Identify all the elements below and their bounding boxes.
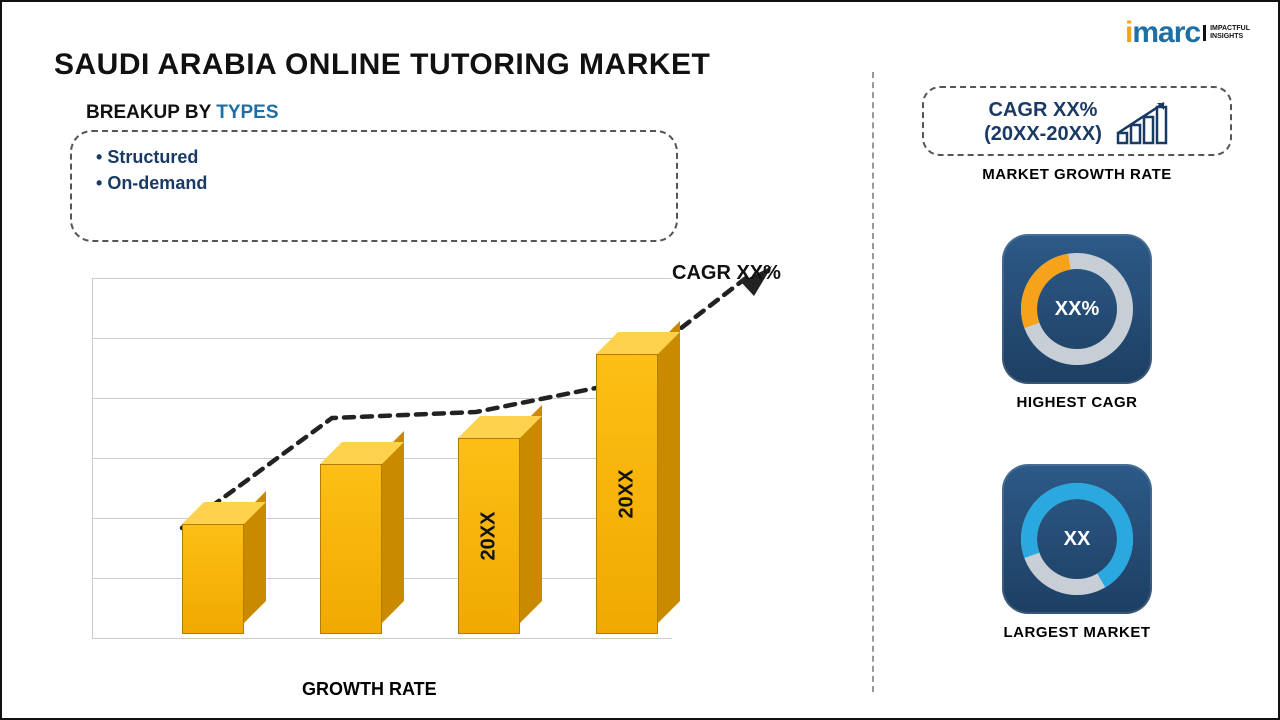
cagr-text: CAGR XX%(20XX-20XX) <box>984 98 1102 146</box>
largest-caption: LARGEST MARKET <box>922 624 1232 641</box>
page-title: SAUDI ARABIA ONLINE TUTORING MARKET <box>54 48 710 82</box>
largest-tile: XX <box>1002 464 1152 614</box>
cagr-box: CAGR XX%(20XX-20XX) <box>922 86 1232 156</box>
highest-cagr-panel: XX% HIGHEST CAGR <box>922 234 1232 411</box>
cagr-label: CAGR XX% <box>672 262 781 285</box>
bar-label: 20XX <box>616 470 639 519</box>
x-axis-label: GROWTH RATE <box>302 679 437 700</box>
largest-market-panel: XX LARGEST MARKET <box>922 464 1232 641</box>
brand-logo: imarc IMPACTFULINSIGHTS <box>1125 16 1250 50</box>
highest-caption: HIGHEST CAGR <box>922 394 1232 411</box>
bar-label: 20XX <box>478 512 501 561</box>
highest-value: XX% <box>1055 298 1099 321</box>
breakup-heading: BREAKUP BY TYPES <box>86 102 279 124</box>
growth-caption: MARKET GROWTH RATE <box>922 166 1232 183</box>
growth-chart: CAGR XX% 20XX20XX GROWTH RATE <box>62 278 782 678</box>
types-list: StructuredOn-demand <box>96 144 652 196</box>
vertical-divider <box>872 72 874 692</box>
highest-tile: XX% <box>1002 234 1152 384</box>
types-box: StructuredOn-demand <box>70 130 678 242</box>
logo-tagline: IMPACTFULINSIGHTS <box>1203 25 1250 41</box>
types-item: On-demand <box>96 170 652 196</box>
largest-value: XX <box>1064 528 1091 551</box>
growth-rate-panel: CAGR XX%(20XX-20XX) MARKET GROWTH RATE <box>922 86 1232 183</box>
logo-text: imarc <box>1125 16 1200 50</box>
infographic-frame: imarc IMPACTFULINSIGHTS SAUDI ARABIA ONL… <box>0 0 1280 720</box>
types-item: Structured <box>96 144 652 170</box>
bars-icon <box>1114 99 1170 145</box>
